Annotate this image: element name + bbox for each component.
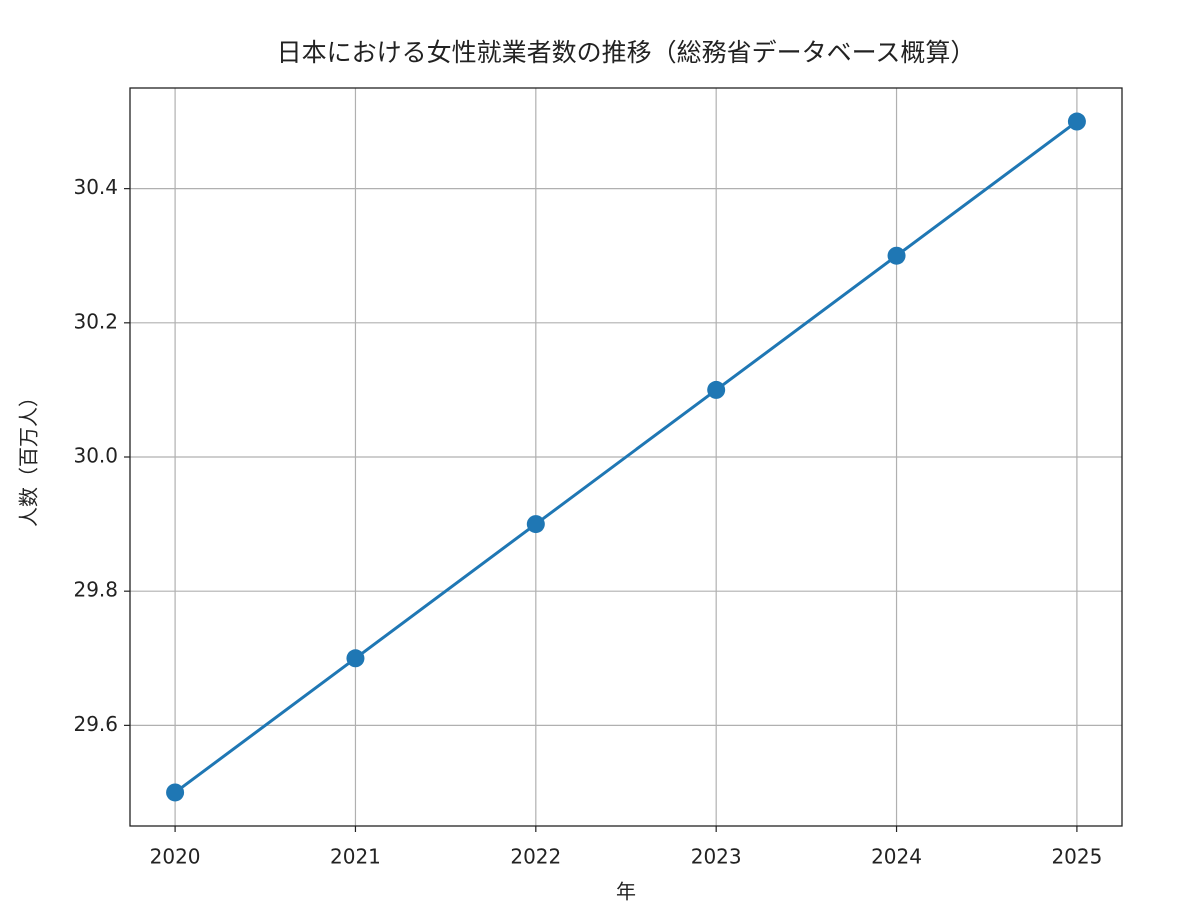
marker [346, 649, 365, 668]
y-tick-label: 30.0 [73, 444, 118, 468]
marker [887, 246, 906, 265]
marker [166, 783, 185, 802]
y-axis-label: 人数（百万人） [17, 387, 41, 527]
x-tick-label: 2022 [510, 845, 561, 869]
x-tick-label: 2020 [150, 845, 201, 869]
plot-frame [129, 87, 1123, 827]
y-tick-label: 29.8 [73, 578, 118, 602]
marker [707, 380, 726, 399]
x-axis-label: 年 [616, 880, 636, 904]
x-tick-label: 2025 [1051, 845, 1102, 869]
marker [526, 515, 545, 534]
x-tick-label: 2024 [871, 845, 922, 869]
x-tick-label: 2023 [691, 845, 742, 869]
marker [1067, 112, 1086, 131]
x-tick-label: 2021 [330, 845, 381, 869]
y-tick-label: 30.2 [73, 309, 118, 333]
y-tick-label: 30.4 [73, 175, 118, 199]
chart-title: 日本における女性就業者数の推移（総務省データベース概算） [277, 38, 976, 67]
line [174, 120, 1078, 794]
y-tick-label: 29.6 [73, 712, 118, 736]
